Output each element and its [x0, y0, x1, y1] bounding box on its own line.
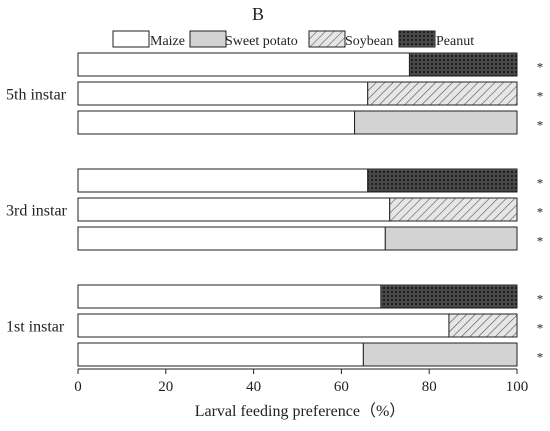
- bar-segment-3rd-instar-1-peanut: [367, 168, 518, 193]
- significance-markers: * * * * * * * * *: [537, 60, 544, 365]
- bar-segment-5th-instar-2-maize: [77, 81, 369, 106]
- legend-label-soybean: Soybean: [345, 34, 393, 49]
- group-label-1st-instar: 1st instar: [6, 319, 65, 336]
- x-axis-label: Larval feeding preference（%）: [195, 402, 406, 420]
- legend-label-sweet-potato: Sweet potato: [225, 34, 298, 49]
- legend-swatch-soybean: [308, 30, 346, 48]
- x-tick-label-80: 80: [422, 379, 437, 395]
- legend-label-peanut: Peanut: [436, 34, 474, 49]
- significance-marker-1st-instar-3: *: [537, 350, 544, 365]
- bar-segment-5th-instar-1-peanut: [408, 52, 518, 77]
- x-tick-label-60: 60: [334, 379, 349, 395]
- x-tick-label-20: 20: [158, 379, 173, 395]
- bar-segment-5th-instar-2-soybean: [367, 81, 518, 106]
- group-label-3rd-instar: 3rd instar: [6, 203, 68, 220]
- legend-swatch-maize: [112, 30, 150, 48]
- x-tick-label-40: 40: [246, 379, 261, 395]
- legend-swatch-sweet-potato: [189, 30, 227, 48]
- bar-segment-1st-instar-3-sweet-potato: [362, 342, 518, 367]
- bar-segment-3rd-instar-2-maize: [77, 197, 391, 222]
- significance-marker-3rd-instar-3: *: [537, 234, 544, 249]
- significance-marker-5th-instar-3: *: [537, 118, 544, 133]
- bar-segment-3rd-instar-3-sweet-potato: [384, 226, 518, 251]
- x-tick-label-100: 100: [506, 379, 529, 395]
- bar-segment-3rd-instar-2-soybean: [389, 197, 518, 222]
- bar-segment-1st-instar-1-peanut: [380, 284, 518, 309]
- significance-marker-5th-instar-2: *: [537, 89, 544, 104]
- legend-swatch-peanut: [398, 30, 436, 48]
- group-labels: 5th instar 3rd instar 1st instar: [6, 87, 68, 336]
- significance-marker-1st-instar-2: *: [537, 321, 544, 336]
- bar-segment-5th-instar-3-maize: [77, 110, 356, 135]
- x-tick-label-0: 0: [74, 379, 82, 395]
- legend-label-maize: Maize: [150, 34, 185, 49]
- significance-marker-1st-instar-1: *: [537, 292, 544, 307]
- group-label-5th-instar: 5th instar: [6, 87, 67, 104]
- panel-label: B: [252, 4, 264, 24]
- bar-segment-5th-instar-1-maize: [77, 52, 410, 77]
- bar-segment-1st-instar-2-soybean: [448, 313, 518, 338]
- x-axis: 0 20 40 60 80 100: [74, 369, 528, 395]
- bar-segment-3rd-instar-1-maize: [77, 168, 369, 193]
- bar-segment-1st-instar-1-maize: [77, 284, 382, 309]
- bar-segment-3rd-instar-3-maize: [77, 226, 386, 251]
- bar-segment-1st-instar-3-maize: [77, 342, 364, 367]
- legend: Maize Sweet potato Soybean Peanut: [112, 30, 474, 49]
- bar-segment-1st-instar-2-maize: [77, 313, 450, 338]
- significance-marker-3rd-instar-1: *: [537, 176, 544, 191]
- bar-segment-5th-instar-3-sweet-potato: [354, 110, 518, 135]
- significance-marker-3rd-instar-2: *: [537, 205, 544, 220]
- bars-layer: [77, 52, 518, 367]
- significance-marker-5th-instar-1: *: [537, 60, 544, 75]
